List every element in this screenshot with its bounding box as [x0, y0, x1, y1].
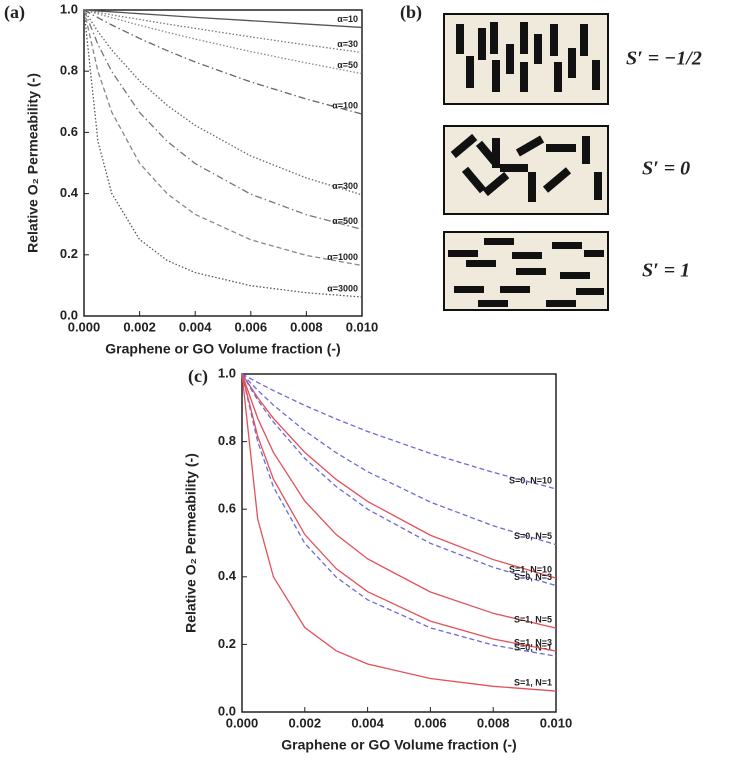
series-label: α=50 [337, 60, 358, 70]
x-tick-label: 0.006 [235, 319, 268, 334]
plot-frame [83, 9, 363, 317]
series-label: S=1, N=5 [514, 615, 552, 625]
data-line [241, 373, 557, 579]
data-line [83, 9, 363, 298]
series-label: S=0, N=10 [509, 475, 552, 485]
data-line [83, 9, 363, 196]
series-label: S=0, N=3 [514, 572, 552, 582]
data-line [241, 373, 557, 657]
y-axis-title: Relative O₂ Permeability (-) [183, 453, 199, 633]
y-tick-label: 1.0 [60, 1, 78, 16]
series-label: S=1, N=1 [514, 677, 552, 687]
orientation-diagram [443, 13, 609, 311]
y-tick-label: 0.0 [218, 703, 236, 718]
data-line [83, 9, 363, 267]
y-tick-label: 0.6 [60, 124, 78, 139]
series-label: α=3000 [327, 283, 358, 293]
series-label: α=30 [337, 39, 358, 49]
series-label: α=300 [332, 181, 358, 191]
y-tick-label: 0.4 [218, 568, 237, 583]
data-line [241, 373, 557, 692]
x-tick-label: 0.000 [68, 319, 101, 334]
x-tick-label: 0.008 [477, 715, 510, 730]
series-label: α=500 [332, 216, 358, 226]
data-line [83, 9, 363, 115]
data-line [241, 373, 557, 629]
x-tick-label: 0.006 [414, 715, 447, 730]
x-tick-label: 0.010 [540, 715, 573, 730]
series-label: S=0, N=1 [514, 643, 552, 653]
series-label: S=1, N=3 [514, 638, 552, 648]
y-axis-title: Relative O₂ Permeability (-) [25, 73, 41, 253]
order-label: S′ = −1/2 [626, 48, 702, 70]
x-tick-label: 0.004 [179, 319, 212, 334]
y-tick-label: 0.8 [218, 433, 236, 448]
series-label: α=10 [337, 14, 358, 24]
panel-label: (c) [188, 366, 208, 387]
data-line [241, 373, 557, 546]
x-axis-title: Graphene or GO Volume fraction (-) [281, 737, 516, 753]
data-line [83, 9, 363, 231]
panel-label: (b) [400, 2, 422, 23]
data-line [83, 9, 363, 54]
y-tick-label: 0.2 [60, 246, 78, 261]
series-label: α=1000 [327, 252, 358, 262]
y-tick-label: 0.8 [60, 63, 78, 78]
plot-frame [241, 373, 557, 713]
y-tick-label: 0.2 [218, 636, 236, 651]
data-line [241, 373, 557, 652]
data-line [241, 373, 557, 587]
x-tick-label: 0.010 [346, 319, 379, 334]
x-axis-title: Graphene or GO Volume fraction (-) [105, 341, 340, 357]
y-tick-label: 0.0 [60, 307, 78, 322]
x-tick-label: 0.008 [290, 319, 323, 334]
series-label: S=1, N=10 [509, 565, 552, 575]
y-tick-label: 0.6 [218, 501, 236, 516]
x-tick-label: 0.002 [289, 715, 322, 730]
data-line [83, 9, 363, 29]
order-label: S′ = 1 [642, 260, 690, 282]
x-tick-label: 0.000 [226, 715, 259, 730]
x-tick-label: 0.004 [351, 715, 384, 730]
x-tick-label: 0.002 [123, 319, 156, 334]
series-label: α=100 [332, 100, 358, 110]
panel-label: (a) [4, 2, 25, 23]
series-label: S=0, N=5 [514, 531, 552, 541]
y-tick-label: 1.0 [218, 365, 236, 380]
order-label: S′ = 0 [642, 158, 690, 180]
y-tick-label: 0.4 [60, 185, 79, 200]
data-line [241, 373, 557, 490]
